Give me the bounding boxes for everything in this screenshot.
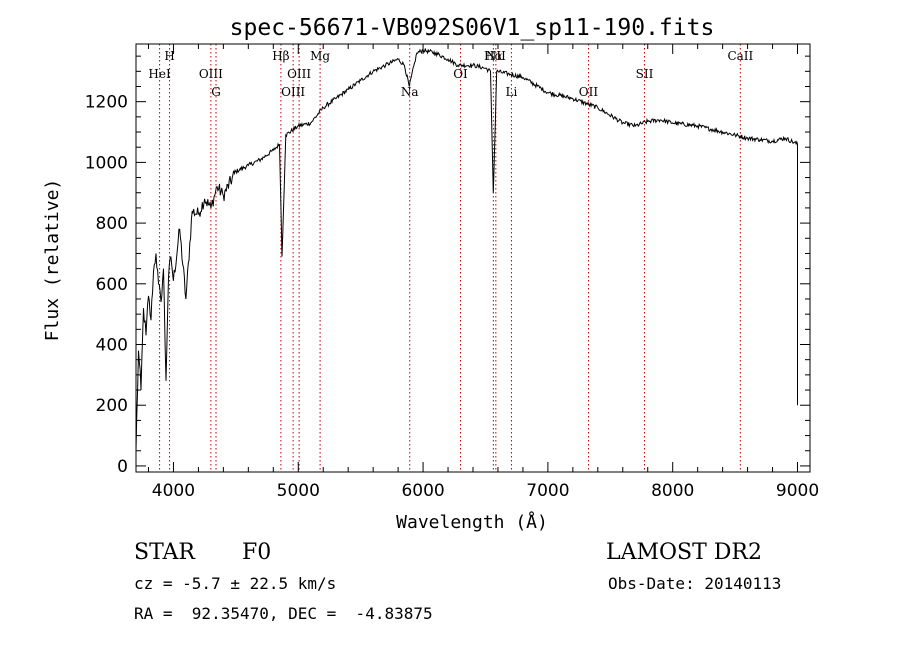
- y-tick-label: 200: [96, 396, 128, 416]
- line-marker-label: OI: [453, 67, 468, 81]
- x-tick-label: 4000: [152, 481, 195, 501]
- obs-date: Obs-Date: 20140113: [608, 574, 782, 593]
- spectral-subclass: F0: [242, 540, 272, 565]
- x-axis: 4000 5000 6000 7000 8000 9000: [147, 44, 819, 501]
- line-marker-label: Mg: [310, 49, 330, 63]
- y-tick-label: 600: [96, 275, 128, 295]
- line-marker-label: SII: [636, 67, 654, 81]
- x-tick-label: 8000: [651, 481, 694, 501]
- y-axis: 0 200 400 600 800 1000 1200: [85, 55, 810, 477]
- line-marker-label: OIII: [281, 85, 305, 99]
- line-marker-label: H: [164, 49, 174, 63]
- y-axis-label: Flux (relative): [42, 179, 63, 342]
- line-marker-label: G: [211, 85, 221, 99]
- x-tick-label: 5000: [277, 481, 320, 501]
- y-tick-label: 800: [96, 214, 128, 234]
- x-tick-label: 9000: [776, 481, 819, 501]
- x-axis-label: Wavelength (Å): [396, 511, 548, 533]
- y-tick-label: 0: [117, 457, 128, 477]
- x-tick-label: 7000: [526, 481, 569, 501]
- line-marker-label: Hα: [484, 49, 503, 63]
- survey-name: LAMOST DR2: [606, 540, 762, 565]
- coordinates: RA = 92.35470, DEC = -4.83875: [134, 604, 433, 623]
- plot-frame: [135, 43, 811, 473]
- line-marker-label: OIII: [199, 67, 223, 81]
- line-marker-label: NII: [486, 49, 506, 63]
- x-tick-label: 6000: [401, 481, 444, 501]
- y-tick-label: 1000: [85, 153, 128, 173]
- object-class: STAR: [134, 540, 195, 565]
- line-marker-label: CaII: [727, 49, 753, 63]
- chart-title: spec-56671-VB092S06V1_sp11-190.fits: [230, 15, 715, 41]
- spectrum-line: [135, 48, 798, 451]
- y-tick-label: 400: [96, 336, 128, 356]
- y-tick-label: 1200: [85, 93, 128, 113]
- line-marker-label: Na: [401, 85, 419, 99]
- line-marker-label: Li: [506, 85, 518, 99]
- cz-value: cz = -5.7 ± 22.5 km/s: [134, 574, 337, 593]
- line-marker-label: OIII: [287, 67, 311, 81]
- line-marker-label: Hβ: [272, 49, 289, 63]
- line-marker-label: HeI: [148, 67, 171, 81]
- line-marker-label: OII: [579, 85, 599, 99]
